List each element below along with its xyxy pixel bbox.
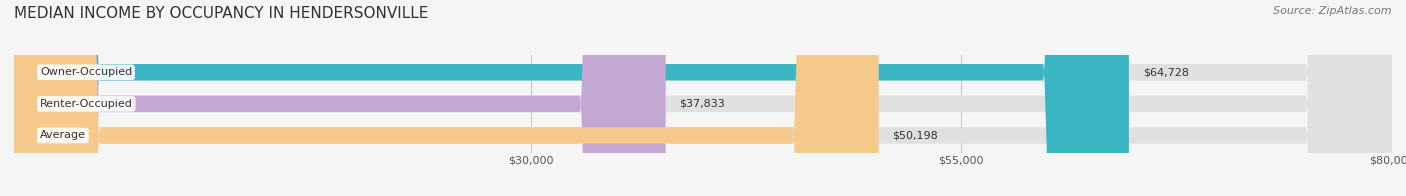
Text: $37,833: $37,833	[679, 99, 725, 109]
FancyBboxPatch shape	[14, 0, 1392, 196]
Text: MEDIAN INCOME BY OCCUPANCY IN HENDERSONVILLE: MEDIAN INCOME BY OCCUPANCY IN HENDERSONV…	[14, 6, 429, 21]
FancyBboxPatch shape	[14, 0, 665, 196]
Text: Renter-Occupied: Renter-Occupied	[39, 99, 132, 109]
Text: Owner-Occupied: Owner-Occupied	[39, 67, 132, 77]
Text: $50,198: $50,198	[893, 131, 938, 141]
Text: Average: Average	[39, 131, 86, 141]
FancyBboxPatch shape	[14, 0, 879, 196]
Text: Source: ZipAtlas.com: Source: ZipAtlas.com	[1274, 6, 1392, 16]
FancyBboxPatch shape	[14, 0, 1392, 196]
Text: $64,728: $64,728	[1143, 67, 1188, 77]
FancyBboxPatch shape	[14, 0, 1392, 196]
FancyBboxPatch shape	[14, 0, 1129, 196]
